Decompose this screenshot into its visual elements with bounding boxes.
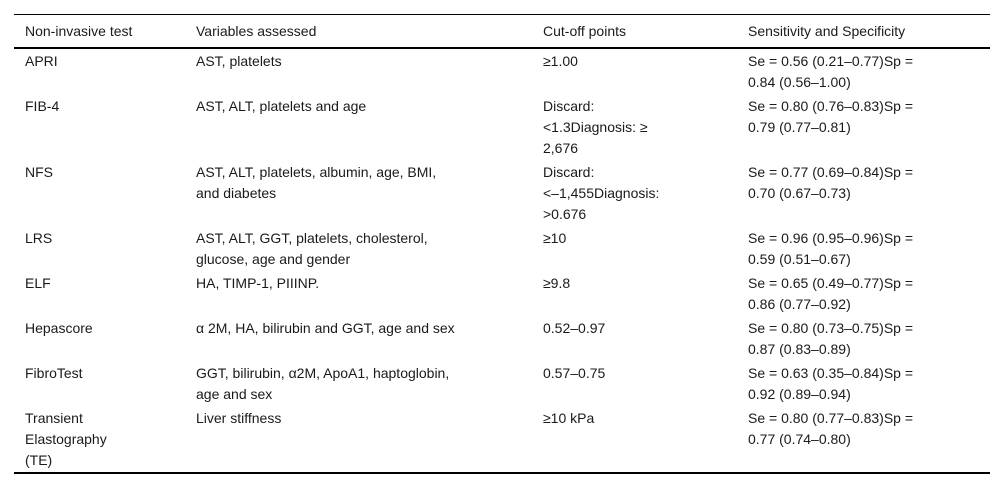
cell-cutoff: Discard: <–1,455Diagnosis: >0.676 — [543, 164, 660, 222]
cell-test-name: APRI — [25, 53, 58, 69]
cell-variables: AST, ALT, platelets and age — [196, 98, 367, 114]
header-row: Non-invasive test Variables assessed Cut… — [14, 14, 990, 49]
cell-sens-spec: Se = 0.80 (0.77–0.83)Sp = 0.77 (0.74–0.8… — [748, 410, 914, 447]
table-row: Hepascore α 2M, HA, bilirubin and GGT, a… — [14, 316, 990, 361]
cell-cutoff: 0.52–0.97 — [543, 320, 606, 336]
column-header-sens-spec: Sensitivity and Specificity — [748, 14, 990, 49]
cell-variables: AST, ALT, GGT, platelets, cholesterol, g… — [196, 230, 428, 267]
cell-test-name: LRS — [25, 230, 53, 246]
cell-cutoff: ≥1.00 — [543, 53, 578, 69]
cell-cutoff: ≥9.8 — [543, 275, 571, 291]
cell-test-name: Transient Elastography (TE) — [25, 410, 107, 468]
cell-sens-spec: Se = 0.56 (0.21–0.77)Sp = 0.84 (0.56–1.0… — [748, 53, 914, 90]
table-row: ELF HA, TIMP-1, PIIINP. ≥9.8 Se = 0.65 (… — [14, 271, 990, 316]
cell-cutoff: 0.57–0.75 — [543, 365, 606, 381]
cell-test-name: Hepascore — [25, 320, 93, 336]
cell-sens-spec: Se = 0.80 (0.76–0.83)Sp = 0.79 (0.77–0.8… — [748, 98, 914, 135]
noninvasive-tests-table: Non-invasive test Variables assessed Cut… — [14, 14, 990, 474]
cell-cutoff: ≥10 — [543, 230, 567, 246]
table-row: LRS AST, ALT, GGT, platelets, cholestero… — [14, 226, 990, 271]
table-row: APRI AST, platelets ≥1.00 Se = 0.56 (0.2… — [14, 48, 990, 94]
cell-variables: GGT, bilirubin, α2M, ApoA1, haptoglobin,… — [196, 365, 450, 402]
cell-cutoff: ≥10 kPa — [543, 410, 595, 426]
table-row: FIB-4 AST, ALT, platelets and age Discar… — [14, 94, 990, 160]
cell-test-name: NFS — [25, 164, 53, 180]
table-row: FibroTest GGT, bilirubin, α2M, ApoA1, ha… — [14, 361, 990, 406]
cell-sens-spec: Se = 0.65 (0.49–0.77)Sp = 0.86 (0.77–0.9… — [748, 275, 914, 312]
cell-cutoff: Discard: <1.3Diagnosis: ≥ 2,676 — [543, 98, 648, 156]
cell-test-name: ELF — [25, 275, 51, 291]
table-row: Transient Elastography (TE) Liver stiffn… — [14, 406, 990, 473]
cell-variables: Liver stiffness — [196, 410, 282, 426]
cell-test-name: FIB-4 — [25, 98, 60, 114]
cell-sens-spec: Se = 0.63 (0.35–0.84)Sp = 0.92 (0.89–0.9… — [748, 365, 914, 402]
column-header-test: Non-invasive test — [14, 14, 196, 49]
cell-variables: HA, TIMP-1, PIIINP. — [196, 275, 320, 291]
cell-sens-spec: Se = 0.96 (0.95–0.96)Sp = 0.59 (0.51–0.6… — [748, 230, 914, 267]
cell-variables: AST, ALT, platelets, albumin, age, BMI, … — [196, 164, 437, 201]
cell-variables: α 2M, HA, bilirubin and GGT, age and sex — [196, 320, 455, 336]
cell-test-name: FibroTest — [25, 365, 83, 381]
cell-sens-spec: Se = 0.80 (0.73–0.75)Sp = 0.87 (0.83–0.8… — [748, 320, 914, 357]
cell-variables: AST, platelets — [196, 53, 282, 69]
column-header-variables: Variables assessed — [196, 14, 543, 49]
cell-sens-spec: Se = 0.77 (0.69–0.84)Sp = 0.70 (0.67–0.7… — [748, 164, 914, 201]
table-row: NFS AST, ALT, platelets, albumin, age, B… — [14, 160, 990, 226]
column-header-cutoff: Cut-off points — [543, 14, 748, 49]
